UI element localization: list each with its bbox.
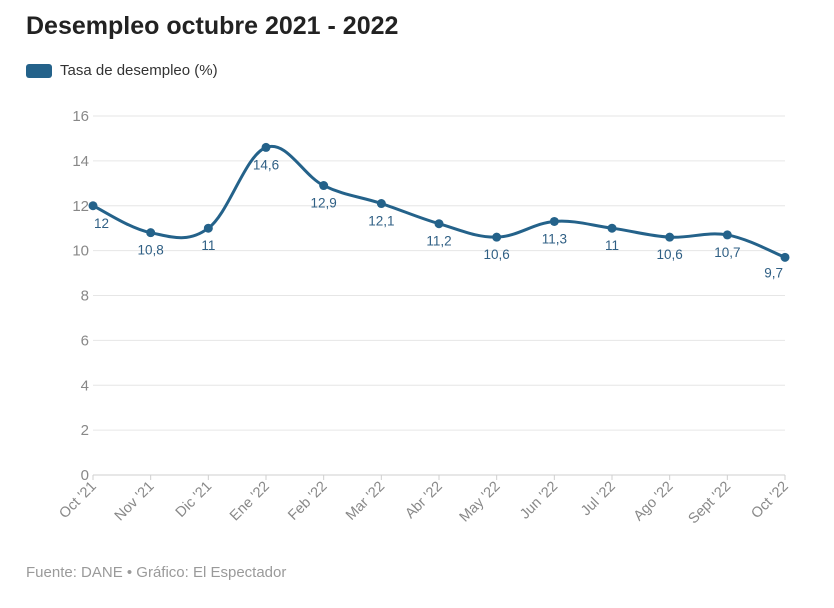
data-point	[146, 228, 156, 238]
data-point	[780, 252, 790, 262]
data-point	[665, 232, 675, 242]
legend: Tasa de desempleo (%)	[26, 62, 218, 79]
y-tick-label: 4	[81, 377, 89, 394]
x-tick-label: Feb '22	[285, 479, 330, 524]
chart-title: Desempleo octubre 2021 - 2022	[26, 12, 399, 40]
x-tick-label: Jun '22	[517, 479, 561, 523]
line-chart: 0 2 4 6 8 10 12 14 16 Oct '21 Nov '21 Dic '21 Ene '2…	[56, 108, 791, 528]
x-tick-label: Oct '21	[56, 479, 99, 522]
data-point	[607, 223, 617, 233]
data-label: 11	[201, 238, 215, 253]
data-point	[203, 223, 213, 233]
x-tick-label: Jul '22	[578, 479, 619, 520]
y-tick-label: 6	[81, 332, 89, 349]
y-tick-label: 10	[72, 243, 89, 260]
data-label: 11,2	[426, 234, 451, 249]
data-point	[261, 142, 271, 152]
data-label: 10,7	[714, 245, 740, 260]
x-tick-label: Dic '21	[173, 479, 215, 521]
y-tick-label: 0	[81, 467, 89, 484]
legend-label: Tasa de desempleo (%)	[60, 62, 218, 79]
data-point	[492, 232, 502, 242]
data-label: 11,3	[542, 231, 567, 246]
data-label: 12	[94, 216, 109, 231]
data-label: 14,6	[253, 157, 279, 172]
data-point	[722, 230, 732, 240]
data-label: 12,1	[368, 214, 394, 229]
data-label: 11	[605, 238, 619, 253]
data-point	[88, 201, 98, 211]
data-label: 12,9	[311, 196, 337, 211]
data-point	[319, 181, 329, 191]
data-label: 10,6	[657, 247, 683, 262]
y-tick-label: 14	[72, 153, 89, 170]
x-tick-label: May '22	[457, 479, 504, 526]
y-tick-label: 2	[81, 422, 89, 439]
y-tick-label: 12	[72, 198, 89, 215]
y-tick-label: 16	[72, 108, 89, 125]
x-tick-label: Sept '22	[686, 479, 735, 528]
source-note: Fuente: DANE • Gráfico: El Espectador	[26, 564, 287, 581]
x-tick-label: Mar '22	[343, 479, 388, 524]
data-point	[549, 216, 559, 226]
x-tick-label: Abr '22	[402, 479, 445, 522]
data-point	[376, 199, 386, 209]
x-tick-label: Nov '21	[112, 479, 158, 525]
y-tick-label: 8	[81, 288, 89, 305]
x-tick-label: Oct '22	[748, 479, 791, 522]
data-label: 9,7	[764, 265, 783, 280]
data-label: 10,8	[138, 243, 164, 258]
x-tick-label: Ago '22	[631, 479, 677, 525]
x-tick-label: Ene '22	[227, 479, 273, 525]
data-point	[434, 219, 444, 229]
data-label: 10,6	[484, 247, 510, 262]
legend-swatch	[26, 63, 52, 78]
